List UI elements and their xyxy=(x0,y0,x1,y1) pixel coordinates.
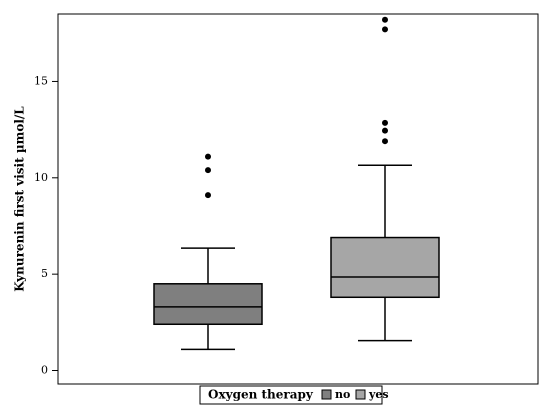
y-tick-label: 5 xyxy=(41,267,48,280)
legend-label: yes xyxy=(368,388,389,401)
y-tick-label: 10 xyxy=(34,171,48,184)
outlier xyxy=(382,16,388,23)
y-tick-label: 0 xyxy=(41,364,48,377)
legend-title: Oxygen therapy xyxy=(208,388,314,402)
outlier xyxy=(205,167,211,174)
legend-swatch xyxy=(355,389,366,400)
box xyxy=(153,283,263,326)
legend-swatch xyxy=(321,389,332,400)
outlier xyxy=(382,127,388,134)
plot-frame xyxy=(57,13,539,385)
outlier xyxy=(382,26,388,33)
legend-box xyxy=(199,385,383,405)
outlier xyxy=(205,153,211,160)
outlier xyxy=(382,138,388,145)
outlier xyxy=(205,192,211,199)
box xyxy=(330,236,440,299)
y-axis-label: Kynurenin first visit µmol/L xyxy=(13,106,27,292)
legend-label: no xyxy=(335,388,350,401)
y-tick-label: 15 xyxy=(34,74,48,87)
outlier xyxy=(382,119,388,126)
